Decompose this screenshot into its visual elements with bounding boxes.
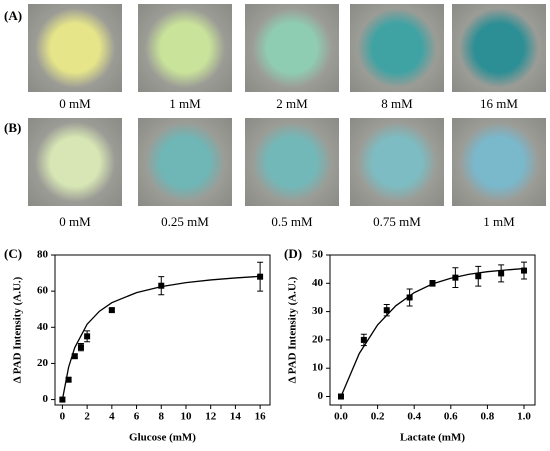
photo-caption: 1 mM <box>169 96 201 111</box>
x-tick-label: 10 <box>180 411 192 423</box>
plot-frame <box>54 254 271 406</box>
y-tick-label: 80 <box>37 249 49 261</box>
data-point <box>521 267 528 274</box>
x-tick-label: 0.4 <box>407 411 421 423</box>
plot-frame <box>329 254 536 406</box>
y-tick-label: 0 <box>43 393 49 405</box>
panel-label: (B) <box>4 120 22 135</box>
photo-caption: 16 mM <box>480 96 518 111</box>
x-tick-label: 0.6 <box>444 411 458 423</box>
y-axis-label: Δ PAD Intensity (A.U.) <box>12 276 24 383</box>
sample-photo <box>452 4 546 92</box>
sample-photo <box>245 118 339 206</box>
x-tick-label: 6 <box>134 411 140 423</box>
sample-photo <box>138 4 232 92</box>
photo-caption: 2 mM <box>276 96 308 111</box>
data-point <box>77 344 84 351</box>
fit-curve <box>340 267 525 397</box>
y-tick-label: 60 <box>37 285 49 297</box>
data-point <box>406 294 413 301</box>
y-tick-label: 50 <box>312 249 324 261</box>
panel-label: (C) <box>4 246 22 261</box>
sample-photo <box>28 4 122 92</box>
data-point <box>84 333 91 340</box>
sample-photo <box>350 118 444 206</box>
y-tick-label: 40 <box>312 277 324 289</box>
photo-caption: 1 mM <box>483 214 515 229</box>
data-point <box>383 307 390 314</box>
sample-photo <box>28 118 122 206</box>
data-point <box>452 274 459 281</box>
data-point <box>158 282 165 289</box>
sample-photo <box>138 118 232 206</box>
y-tick-label: 40 <box>37 321 49 333</box>
x-tick-label: 8 <box>159 411 165 423</box>
photo-caption: 0 mM <box>59 96 91 111</box>
sample-photo <box>245 4 339 92</box>
data-point <box>257 273 264 280</box>
data-point <box>429 280 436 287</box>
photo-caption: 0.25 mM <box>161 214 209 229</box>
x-tick-label: 12 <box>205 411 217 423</box>
y-tick-label: 20 <box>312 333 324 345</box>
photo-caption: 8 mM <box>381 96 413 111</box>
y-tick-label: 10 <box>312 362 324 374</box>
x-tick-label: 2 <box>84 411 90 423</box>
fit-curve <box>61 275 261 400</box>
x-tick-label: 1.0 <box>517 411 531 423</box>
x-axis-label: Glucose (mM) <box>129 432 196 444</box>
panel-label: (D) <box>284 246 302 261</box>
x-tick-label: 0.8 <box>481 411 495 423</box>
x-tick-label: 0 <box>60 411 66 423</box>
x-axis-label: Lactate (mM) <box>400 432 465 444</box>
photo-caption: 0 mM <box>59 214 91 229</box>
data-point <box>360 336 367 343</box>
sample-photo <box>452 118 546 206</box>
x-tick-label: 4 <box>109 411 115 423</box>
photo-caption: 0.75 mM <box>373 214 421 229</box>
data-point <box>71 353 78 360</box>
data-point <box>108 307 115 314</box>
x-tick-label: 0.2 <box>371 411 385 423</box>
panel-label: (A) <box>4 8 23 23</box>
sample-photo <box>350 4 444 92</box>
y-tick-label: 0 <box>318 390 324 402</box>
y-tick-label: 30 <box>312 305 324 317</box>
x-tick-label: 0.0 <box>334 411 348 423</box>
data-point <box>59 396 66 403</box>
y-axis-label: Δ PAD Intensity (A.U.) <box>287 276 299 383</box>
x-tick-label: 16 <box>255 411 267 423</box>
y-tick-label: 20 <box>37 357 49 369</box>
photo-caption: 0.5 mM <box>271 214 313 229</box>
data-point <box>475 273 482 280</box>
data-point <box>65 376 72 383</box>
data-point <box>498 270 505 277</box>
data-point <box>337 393 344 400</box>
x-tick-label: 14 <box>230 411 242 423</box>
